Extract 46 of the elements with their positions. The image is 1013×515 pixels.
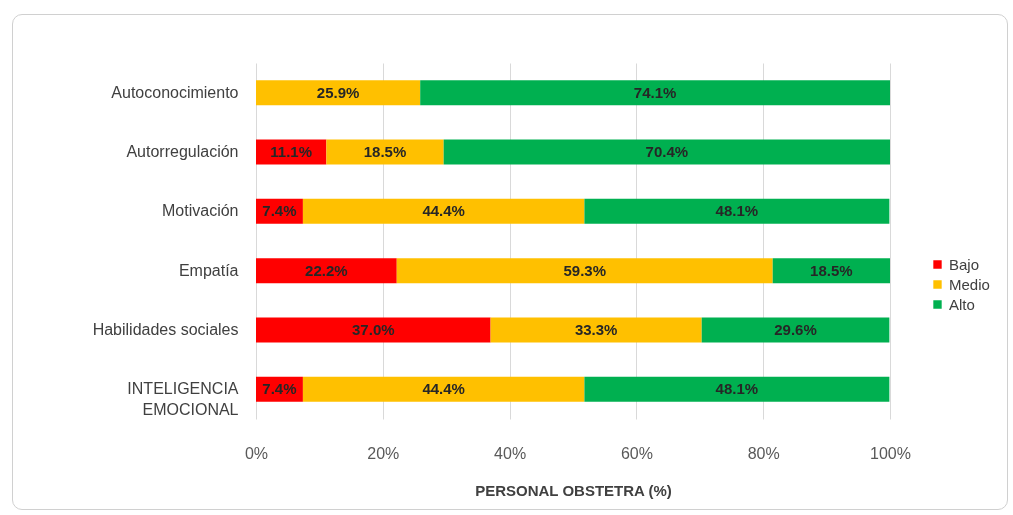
x-tick-label: 20%: [367, 444, 400, 462]
data-label: 59.3%: [563, 261, 606, 279]
data-label: 25.9%: [316, 83, 360, 101]
data-label: 29.6%: [774, 321, 817, 338]
y-tick-label: Motivación: [162, 202, 239, 220]
data-label: 48.1%: [715, 202, 759, 220]
bar: [584, 198, 890, 224]
bar: [490, 317, 702, 343]
data-label: 7.4%: [262, 380, 297, 398]
legend-label: Bajo: [949, 255, 980, 273]
bar: [302, 376, 585, 402]
data-label: 37.0%: [352, 321, 395, 338]
data-label: 44.4%: [422, 202, 465, 220]
data-label: 18.5%: [363, 143, 407, 160]
bar: [584, 376, 890, 402]
y-tick-label: Habilidades sociales: [92, 321, 239, 338]
bar: [701, 317, 890, 343]
data-label: 44.4%: [422, 380, 465, 398]
data-label: 74.1%: [633, 83, 677, 101]
legend-label: Medio: [949, 275, 990, 293]
data-label: 11.1%: [270, 143, 313, 160]
y-tick-label: Empatía: [178, 261, 239, 279]
data-label: 33.3%: [574, 321, 618, 338]
bar: [443, 139, 890, 165]
y-tick-label: INTELIGENCIA EMOCIONAL: [127, 380, 239, 419]
x-tick-label: 40%: [494, 444, 527, 462]
bar: [256, 80, 421, 106]
bar: [420, 80, 890, 106]
x-axis-title: PERSONAL OBSTETRA (%): [475, 481, 672, 499]
data-label: 7.4%: [262, 202, 297, 220]
bar: [256, 317, 491, 343]
data-label: 70.4%: [645, 143, 689, 160]
bar: [772, 258, 890, 284]
y-tick-label: Autoconocimiento: [111, 83, 239, 101]
x-tick-label: 80%: [747, 444, 780, 462]
data-label: 18.5%: [810, 261, 853, 279]
bar: [302, 198, 585, 224]
x-tick-label: 100%: [870, 444, 911, 462]
bar: [396, 258, 773, 284]
y-tick-label: Autorregulación: [126, 143, 239, 160]
data-label: 48.1%: [715, 380, 759, 398]
x-tick-label: 0%: [244, 444, 269, 462]
legend-label: Alto: [949, 295, 975, 313]
x-tick-label: 60%: [620, 444, 653, 462]
data-label: 22.2%: [305, 261, 348, 279]
bar: [256, 258, 397, 284]
